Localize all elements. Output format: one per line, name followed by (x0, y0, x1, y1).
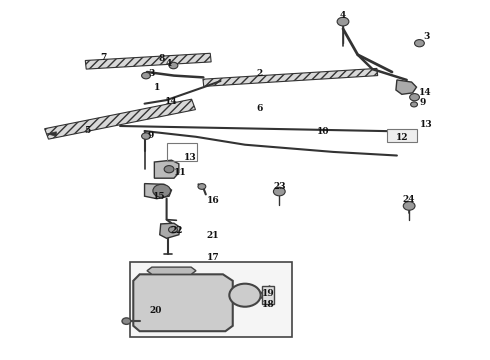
Circle shape (142, 133, 150, 139)
Polygon shape (160, 223, 180, 238)
Circle shape (415, 40, 424, 47)
Circle shape (410, 94, 419, 101)
Text: 14: 14 (419, 88, 432, 97)
Polygon shape (203, 68, 378, 86)
Polygon shape (133, 274, 233, 331)
Circle shape (337, 17, 349, 26)
Polygon shape (85, 53, 211, 69)
Text: 4: 4 (166, 58, 172, 68)
Polygon shape (145, 184, 171, 199)
Polygon shape (154, 160, 179, 178)
Bar (262, 286, 274, 304)
Text: 2: 2 (257, 69, 263, 78)
Text: 13: 13 (420, 120, 433, 129)
Text: 3: 3 (148, 69, 155, 78)
Text: 18: 18 (262, 300, 275, 309)
Text: 13: 13 (184, 153, 196, 162)
Text: 23: 23 (273, 182, 286, 191)
Circle shape (142, 72, 150, 79)
Text: 8: 8 (158, 54, 165, 63)
Text: 24: 24 (403, 195, 416, 204)
Bar (387, 129, 417, 142)
Text: 10: 10 (317, 127, 330, 136)
Polygon shape (147, 267, 196, 274)
Text: 14: 14 (165, 97, 178, 106)
Circle shape (403, 202, 415, 210)
Bar (167, 143, 197, 161)
Text: 12: 12 (395, 133, 408, 142)
Text: 1: 1 (153, 83, 160, 91)
Circle shape (153, 184, 171, 197)
Circle shape (273, 187, 285, 196)
Text: 5: 5 (84, 126, 90, 135)
Text: 9: 9 (147, 130, 154, 139)
Circle shape (198, 184, 206, 189)
Text: 7: 7 (100, 53, 106, 62)
Text: 20: 20 (149, 306, 162, 315)
Text: 19: 19 (262, 289, 275, 298)
Circle shape (411, 102, 417, 107)
Polygon shape (396, 80, 416, 94)
Text: 21: 21 (207, 231, 220, 240)
Text: 22: 22 (170, 226, 183, 235)
Text: 6: 6 (256, 104, 263, 112)
Circle shape (169, 226, 177, 233)
Text: 3: 3 (423, 32, 430, 41)
Text: 4: 4 (340, 10, 346, 19)
Text: 11: 11 (174, 167, 187, 176)
Text: 17: 17 (207, 253, 220, 262)
Text: 9: 9 (419, 98, 426, 107)
Polygon shape (45, 99, 196, 139)
Polygon shape (47, 132, 56, 136)
Circle shape (122, 318, 131, 324)
FancyBboxPatch shape (130, 262, 292, 337)
Circle shape (169, 62, 178, 69)
Circle shape (229, 284, 261, 307)
Text: 15: 15 (153, 192, 166, 201)
Text: 16: 16 (207, 197, 220, 205)
Circle shape (164, 166, 174, 173)
